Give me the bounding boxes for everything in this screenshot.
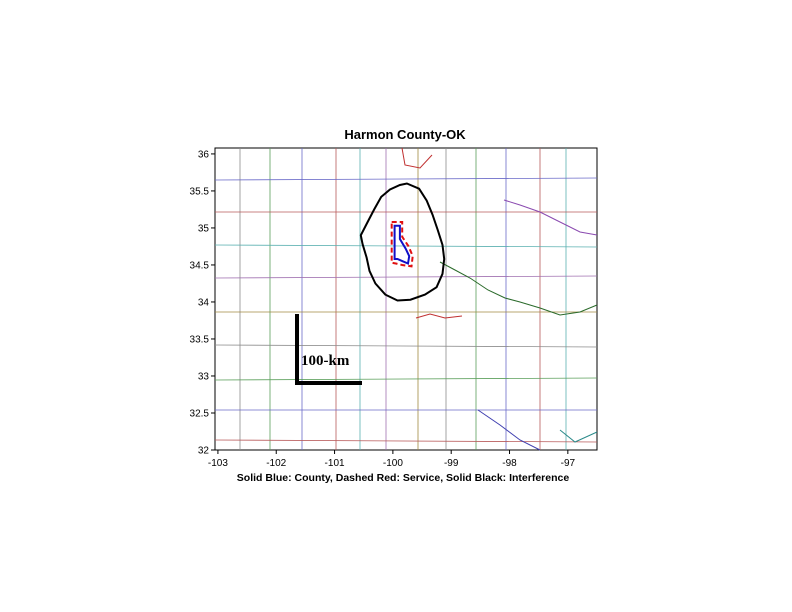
y-tick-label: 35 — [198, 223, 210, 234]
y-tick-label: 36 — [198, 149, 210, 160]
y-tick-label: 32 — [198, 446, 210, 457]
county-boundaries — [214, 148, 598, 450]
x-tick-label: -98 — [502, 458, 517, 469]
river-boundaries — [401, 147, 598, 451]
service-contour — [390, 221, 414, 268]
x-tick-label: -97 — [561, 458, 576, 469]
x-tick-label: -103 — [208, 458, 228, 469]
y-tick-label: 33.5 — [190, 334, 210, 345]
scale-bar: 100-km — [295, 314, 362, 385]
county-line — [214, 244, 598, 248]
y-tick-label: 33 — [198, 371, 210, 382]
x-tick-label: -102 — [266, 458, 286, 469]
county-line — [214, 377, 598, 381]
x-tick-label: -101 — [325, 458, 345, 469]
boundary-line — [559, 429, 598, 443]
boundary-line — [439, 261, 598, 316]
map-title: Harmon County-OK — [344, 127, 466, 142]
y-tick-label: 34 — [198, 297, 210, 308]
map-caption: Solid Blue: County, Dashed Red: Service,… — [237, 472, 570, 484]
county-line — [214, 439, 598, 443]
boundary-line — [503, 199, 598, 236]
county-line — [214, 275, 598, 279]
county-line — [214, 344, 598, 348]
x-tick-label: -100 — [383, 458, 403, 469]
y-tick-label: 32.5 — [190, 408, 210, 419]
boundary-line — [415, 313, 463, 319]
y-tick-label: 35.5 — [190, 186, 210, 197]
interference-contour — [359, 182, 446, 302]
county-line — [214, 177, 598, 181]
boundary-line — [401, 147, 433, 169]
boundary-line — [477, 409, 541, 451]
x-axis: -103 -102 -101 -100 -99 -98 -97 — [208, 450, 576, 469]
y-tick-label: 34.5 — [190, 260, 210, 271]
county-outline — [393, 224, 411, 265]
scale-bar-label: 100-km — [301, 353, 350, 369]
plot-area: 100-km — [214, 147, 598, 451]
x-tick-label: -99 — [444, 458, 459, 469]
y-axis: 32 32.5 33 33.5 34 34.5 35 35.5 36 — [190, 149, 215, 457]
